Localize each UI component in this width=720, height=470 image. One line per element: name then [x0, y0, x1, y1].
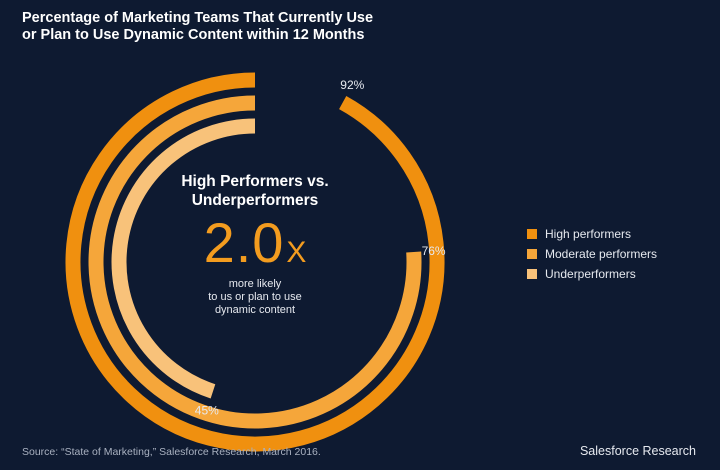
center-heading: High Performers vs. Underperformers [130, 172, 380, 210]
center-note-line-3: dynamic content [214, 304, 296, 316]
ratio-display: 2.0X [130, 212, 380, 274]
source-note: Source: “State of Marketing,” Salesforce… [22, 446, 321, 458]
ratio-value: 2.0 [203, 211, 285, 274]
legend: High performers Moderate performers Unde… [527, 224, 657, 284]
center-heading-line-2: Underperformers [191, 192, 319, 209]
chart-title: Percentage of Marketing Teams That Curre… [22, 10, 442, 44]
legend-label-under: Underperformers [545, 267, 636, 281]
center-note-line-2: to us or plan to use [208, 291, 302, 303]
legend-swatch-moderate [527, 249, 537, 259]
legend-item-under: Underperformers [527, 264, 657, 284]
center-note-line-1: more likely [228, 278, 282, 290]
center-summary: High Performers vs. Underperformers 2.0X… [130, 172, 380, 317]
legend-label-moderate: Moderate performers [545, 247, 658, 261]
brand-name: Salesforce Research [579, 444, 696, 458]
center-heading-line-1: High Performers vs. [181, 173, 329, 190]
ratio-suffix: X [286, 236, 307, 269]
arc-label-high: 92% [340, 78, 364, 92]
legend-swatch-under [527, 269, 537, 279]
legend-label-high: High performers [545, 227, 632, 241]
arc-high [65, 72, 445, 452]
center-note: more likely to us or plan to use dynamic… [130, 278, 380, 317]
chart-title-line-1: Percentage of Marketing Teams That Curre… [22, 10, 374, 26]
arc-label-under: 45% [195, 403, 219, 417]
chart-title-line-2: or Plan to Use Dynamic Content within 12… [22, 27, 365, 43]
arc-label-moderate: 76% [422, 244, 446, 258]
legend-item-moderate: Moderate performers [527, 244, 657, 264]
arc-under [111, 118, 256, 399]
arc-moderate [88, 95, 422, 429]
legend-swatch-high [527, 229, 537, 239]
legend-item-high: High performers [527, 224, 657, 244]
